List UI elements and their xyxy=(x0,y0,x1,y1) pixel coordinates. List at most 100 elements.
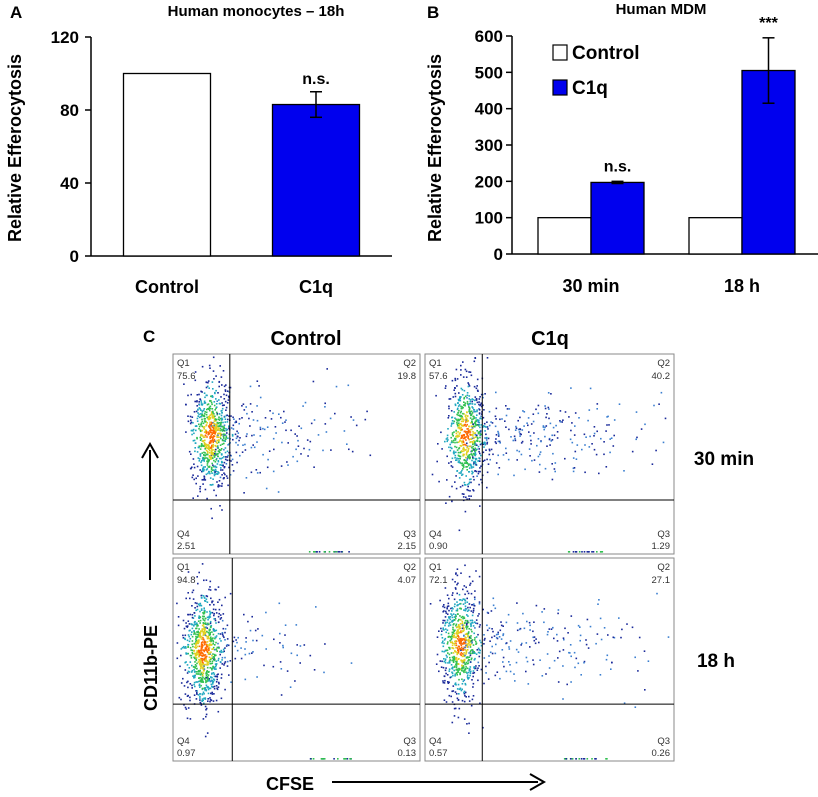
flow-dot xyxy=(550,628,553,630)
flow-dot xyxy=(516,459,518,461)
flow-dot xyxy=(461,473,464,476)
flow-dot xyxy=(307,455,309,457)
flow-dot xyxy=(463,453,465,456)
flow-dot xyxy=(296,435,298,437)
flow-dot xyxy=(472,649,474,652)
flow-dot xyxy=(195,429,197,432)
flow-dot xyxy=(494,674,497,677)
flow-dot xyxy=(199,667,202,670)
flow-dot xyxy=(210,468,213,471)
flow-x-axis: CFSE xyxy=(266,773,547,794)
flow-dot xyxy=(468,603,471,605)
flow-dot xyxy=(197,582,199,585)
flow-dot xyxy=(211,693,214,695)
flow-dot xyxy=(205,675,208,677)
flow-dot xyxy=(195,647,197,649)
flow-dot xyxy=(574,666,576,669)
flow-dot xyxy=(199,654,201,656)
flow-dot xyxy=(458,477,461,479)
flow-dot xyxy=(234,645,236,648)
flow-dot xyxy=(192,474,194,476)
flow-dot xyxy=(444,662,447,664)
flow-dot xyxy=(482,442,485,444)
flow-dot xyxy=(477,432,480,435)
flow-dot xyxy=(216,687,218,690)
flow-dot xyxy=(195,623,198,625)
flow-dot xyxy=(460,669,463,672)
flow-dot xyxy=(471,421,473,423)
flow-dot xyxy=(470,657,473,660)
flow-dot xyxy=(467,489,470,492)
flow-dot xyxy=(462,641,465,644)
flow-dot xyxy=(289,686,292,688)
flow-dot xyxy=(187,620,190,622)
flow-dot xyxy=(232,640,235,643)
flow-dot xyxy=(211,457,213,460)
flow-dot xyxy=(198,393,200,396)
flow-dot xyxy=(214,433,216,435)
flow-dot xyxy=(460,630,463,633)
flow-dot xyxy=(460,654,462,657)
flow-dot xyxy=(196,465,199,468)
flow-dot xyxy=(366,410,368,413)
flow-dot xyxy=(225,384,227,386)
flow-dot xyxy=(460,616,463,619)
flow-dot xyxy=(458,424,460,426)
flow-dot xyxy=(203,669,205,672)
flow-dot xyxy=(201,365,204,368)
flow-dot xyxy=(465,650,468,652)
flow-dot xyxy=(186,625,189,627)
flow-dot xyxy=(459,618,461,621)
flow-dot xyxy=(209,604,211,606)
flow-dot xyxy=(450,465,453,467)
flow-dot xyxy=(212,457,214,459)
flow-dot xyxy=(195,638,197,640)
flow-dot xyxy=(453,715,456,717)
flow-dot xyxy=(215,466,218,468)
flow-dot xyxy=(448,446,450,449)
flow-dot xyxy=(453,669,455,672)
flow-dot xyxy=(206,616,209,619)
flow-dot xyxy=(243,492,245,494)
flow-dot xyxy=(324,406,326,408)
flow-dot xyxy=(232,428,235,430)
flow-dot xyxy=(223,433,226,436)
flow-dot xyxy=(210,401,213,404)
flow-dot xyxy=(476,389,479,392)
flow-dot xyxy=(466,614,468,616)
flow-dot xyxy=(543,608,546,610)
flow-dot xyxy=(459,440,461,442)
flow-dot xyxy=(221,402,223,404)
flow-dot xyxy=(453,655,455,658)
flow-dot xyxy=(460,417,463,420)
flow-dot xyxy=(213,435,216,437)
flow-dot xyxy=(551,439,554,441)
flow-dot xyxy=(195,654,198,657)
flow-dot xyxy=(201,663,204,666)
flow-dot xyxy=(203,697,205,700)
flow-dot xyxy=(463,700,466,703)
flow-dot xyxy=(451,721,454,724)
flow-dot xyxy=(216,434,218,437)
flow-dot xyxy=(635,438,637,441)
flow-dot xyxy=(618,617,620,619)
flow-dot xyxy=(456,385,458,387)
flow-dot xyxy=(488,655,490,657)
flow-dot xyxy=(460,423,462,425)
flow-dot xyxy=(485,665,487,668)
flow-dot xyxy=(458,658,460,660)
flow-dot xyxy=(218,419,221,421)
flow-dot xyxy=(294,433,296,435)
flow-dot xyxy=(453,634,456,637)
flow-dot xyxy=(455,642,457,645)
flow-dot xyxy=(593,435,595,437)
flow-dot xyxy=(456,604,459,607)
flow-dot xyxy=(467,382,469,384)
flow-dot xyxy=(463,396,466,399)
flow-dot xyxy=(214,665,217,668)
flow-dot xyxy=(224,688,226,691)
flow-dot xyxy=(199,695,201,698)
flow-dot xyxy=(234,657,237,660)
flow-dot xyxy=(464,605,467,607)
flow-dot xyxy=(313,466,315,468)
